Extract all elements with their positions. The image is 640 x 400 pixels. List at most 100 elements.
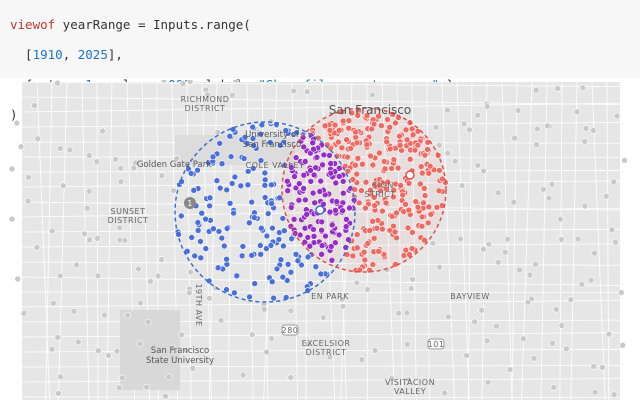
film-location[interactable] [233, 272, 241, 280]
film-location[interactable] [425, 203, 433, 211]
film-location[interactable] [339, 189, 347, 197]
film-location[interactable] [494, 258, 502, 266]
film-location[interactable] [227, 153, 235, 160]
film-location[interactable] [339, 178, 347, 185]
film-location[interactable] [390, 193, 397, 201]
film-location[interactable] [310, 233, 318, 240]
film-location[interactable] [328, 221, 336, 229]
film-location[interactable] [34, 135, 42, 143]
film-location[interactable] [251, 214, 258, 221]
film-location[interactable] [206, 202, 213, 210]
film-location[interactable] [250, 165, 257, 172]
film-location[interactable] [304, 234, 312, 241]
film-location[interactable] [335, 173, 343, 180]
film-location[interactable] [237, 182, 245, 190]
film-location[interactable] [261, 194, 269, 201]
film-location[interactable] [393, 234, 400, 242]
film-location[interactable] [277, 256, 285, 263]
film-location[interactable] [402, 126, 410, 134]
film-location[interactable] [217, 317, 225, 324]
film-location[interactable] [573, 108, 581, 116]
film-location[interactable] [610, 178, 618, 185]
film-location[interactable] [402, 201, 409, 208]
film-location[interactable] [204, 91, 212, 99]
film-location[interactable] [480, 167, 487, 175]
film-location[interactable] [317, 177, 325, 185]
film-location[interactable] [388, 375, 396, 382]
film-location[interactable] [257, 130, 265, 138]
film-location[interactable] [581, 202, 589, 210]
film-location[interactable] [239, 243, 247, 250]
film-location[interactable] [412, 198, 420, 205]
film-location[interactable] [267, 117, 275, 125]
film-location[interactable] [287, 268, 295, 276]
film-location[interactable] [444, 106, 451, 114]
film-location[interactable] [226, 132, 234, 140]
film-location[interactable] [441, 389, 449, 397]
film-location[interactable] [226, 200, 234, 207]
film-location[interactable] [432, 123, 440, 131]
film-location[interactable] [287, 307, 295, 315]
film-location[interactable] [284, 261, 292, 268]
film-location[interactable] [612, 238, 619, 246]
film-location[interactable] [563, 345, 570, 353]
film-location[interactable] [198, 209, 205, 217]
film-location[interactable] [405, 376, 412, 383]
film-location[interactable] [532, 87, 540, 94]
film-location[interactable] [316, 188, 324, 195]
film-location[interactable] [409, 229, 416, 236]
film-location[interactable] [409, 276, 416, 283]
film-location[interactable] [421, 192, 429, 199]
film-location[interactable] [483, 337, 491, 345]
film-location[interactable] [318, 218, 326, 226]
film-location[interactable] [294, 257, 302, 264]
code-cell[interactable]: viewof yearRange = Inputs.range( [1910, … [0, 0, 640, 122]
film-location[interactable] [317, 270, 325, 278]
film-location[interactable] [251, 280, 258, 287]
film-location[interactable] [574, 235, 582, 243]
film-location[interactable] [510, 198, 518, 206]
film-location[interactable] [342, 223, 350, 230]
film-location[interactable] [313, 154, 321, 161]
film-location[interactable] [143, 383, 150, 391]
film-location[interactable] [137, 299, 144, 307]
film-location[interactable] [322, 232, 329, 240]
film-location[interactable] [93, 158, 101, 165]
film-location[interactable] [519, 335, 527, 343]
film-location[interactable] [261, 176, 269, 184]
film-location[interactable] [119, 374, 126, 382]
film-location[interactable] [280, 227, 288, 234]
film-location[interactable] [369, 218, 376, 225]
film-location[interactable] [305, 340, 312, 348]
film-location[interactable] [73, 261, 80, 269]
film-location[interactable] [362, 178, 370, 186]
film-location[interactable] [457, 235, 464, 243]
film-location[interactable] [186, 80, 194, 85]
film-location[interactable] [17, 143, 25, 150]
film-location[interactable] [403, 340, 411, 348]
film-location[interactable] [371, 202, 378, 209]
film-location[interactable] [405, 180, 413, 187]
film-location[interactable] [417, 163, 425, 170]
film-location[interactable] [370, 120, 378, 128]
film-location[interactable] [617, 289, 625, 296]
film-location[interactable] [396, 142, 404, 149]
film-location[interactable] [358, 187, 365, 194]
film-location[interactable] [291, 173, 298, 180]
film-location[interactable] [240, 155, 248, 162]
film-location[interactable] [264, 210, 272, 217]
film-location[interactable] [591, 249, 598, 257]
film-location[interactable] [197, 254, 205, 262]
film-location[interactable] [215, 228, 223, 235]
film-location[interactable] [353, 139, 361, 147]
film-location[interactable] [619, 341, 626, 349]
film-location[interactable] [433, 204, 441, 211]
film-location[interactable] [353, 244, 361, 252]
film-location[interactable] [194, 219, 202, 226]
film-location[interactable] [318, 251, 325, 258]
film-location[interactable] [364, 286, 371, 293]
film-location[interactable] [248, 252, 255, 259]
film-location[interactable] [223, 255, 230, 263]
film-location[interactable] [414, 203, 422, 211]
film-location[interactable] [421, 151, 429, 159]
